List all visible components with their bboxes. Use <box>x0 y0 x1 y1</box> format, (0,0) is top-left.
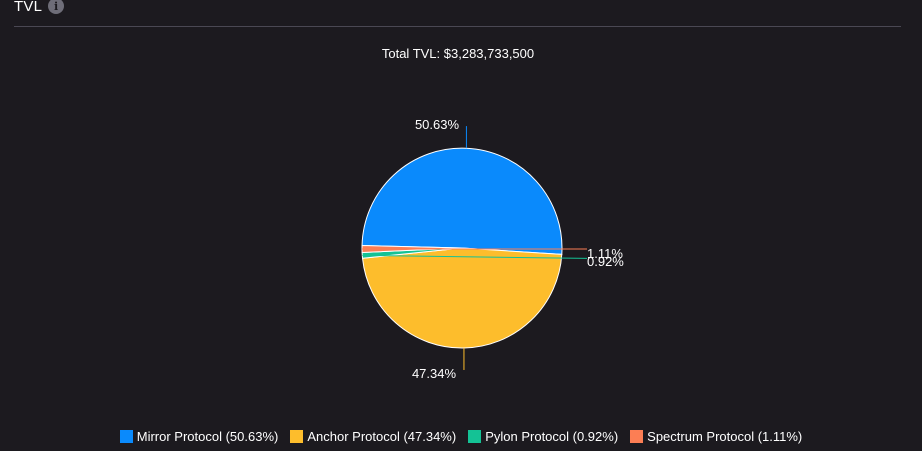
panel-header: TVL i <box>14 0 65 17</box>
data-label-pylon-protocol: 0.92% <box>587 254 624 269</box>
pie-labels: 50.63% 47.34% 0.92%1.11% <box>362 117 624 381</box>
legend-label: Pylon Protocol (0.92%) <box>485 429 619 444</box>
legend-item-pylon-protocol[interactable]: Pylon Protocol (0.92%) <box>468 429 618 444</box>
panel-title: TVL <box>14 0 43 15</box>
data-label-spectrum-protocol: 1.11% <box>587 246 623 261</box>
leader-line-pylon-protocol <box>362 254 588 259</box>
legend-swatch <box>119 430 133 443</box>
pie-chart: Total TVL: $3,283,733,500 50.63% 47.34% 0.… <box>361 46 624 381</box>
pie-slices <box>361 147 563 349</box>
legend-swatch <box>290 430 304 443</box>
legend-item-mirror-protocol[interactable]: Mirror Protocol (50.63%) <box>119 429 279 444</box>
data-label-mirror-protocol: 50.63% <box>415 117 460 132</box>
pie-slice-anchor-protocol[interactable] <box>361 247 563 349</box>
legend-item-spectrum-protocol[interactable]: Spectrum Protocol (1.11%) <box>630 429 802 444</box>
legend-swatch <box>630 430 644 443</box>
chart-title: Total TVL: $3,283,733,500 <box>382 46 534 61</box>
info-icon[interactable]: i <box>48 0 65 14</box>
data-label-anchor-protocol: 47.34% <box>412 366 457 381</box>
legend-swatch <box>468 430 482 443</box>
legend-item-anchor-protocol[interactable]: Anchor Protocol (47.34%) <box>290 429 456 444</box>
header-divider <box>14 26 901 27</box>
legend-label: Mirror Protocol (50.63%) <box>136 429 279 444</box>
legend-label: Anchor Protocol (47.34%) <box>307 429 457 444</box>
pie-slice-mirror-protocol[interactable] <box>361 147 563 255</box>
legend-label: Spectrum Protocol (1.11%) <box>647 429 803 444</box>
chart-legend: Mirror Protocol (50.63%) Anchor Protocol … <box>0 429 922 444</box>
